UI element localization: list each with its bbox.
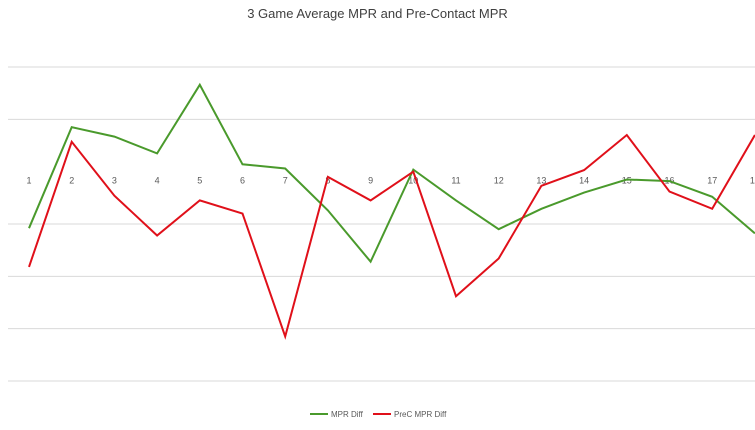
gridlines xyxy=(8,66,755,382)
x-tick-label: 10 xyxy=(408,176,418,186)
x-tick-label: 3 xyxy=(112,176,117,186)
x-tick-label: 9 xyxy=(368,176,373,186)
legend-label: PreC MPR Diff xyxy=(394,410,447,419)
x-tick-label: 1 xyxy=(26,176,31,186)
x-tick-label: 14 xyxy=(579,176,589,186)
x-tick-label: 5 xyxy=(197,176,202,186)
x-tick-label: 15 xyxy=(622,176,632,186)
x-tick-label: 12 xyxy=(494,176,504,186)
series-line-mpr-diff xyxy=(28,82,755,264)
x-tick-label: 6 xyxy=(240,176,245,186)
legend-label: MPR Diff xyxy=(331,410,364,419)
x-tick-label: 2 xyxy=(69,176,74,186)
chart-title: 3 Game Average MPR and Pre-Contact MPR xyxy=(247,6,508,21)
x-tick-label: 4 xyxy=(155,176,160,186)
x-tick-label: 18 xyxy=(750,176,755,186)
x-tick-label: 13 xyxy=(536,176,546,186)
legend: MPR Diff PreC MPR Diff xyxy=(310,410,447,419)
series-lines xyxy=(28,82,755,340)
x-tick-label: 17 xyxy=(707,176,717,186)
series-line-prec-mpr-diff xyxy=(28,133,755,340)
x-tick-label: 7 xyxy=(283,176,288,186)
x-tick-label: 11 xyxy=(451,176,460,186)
